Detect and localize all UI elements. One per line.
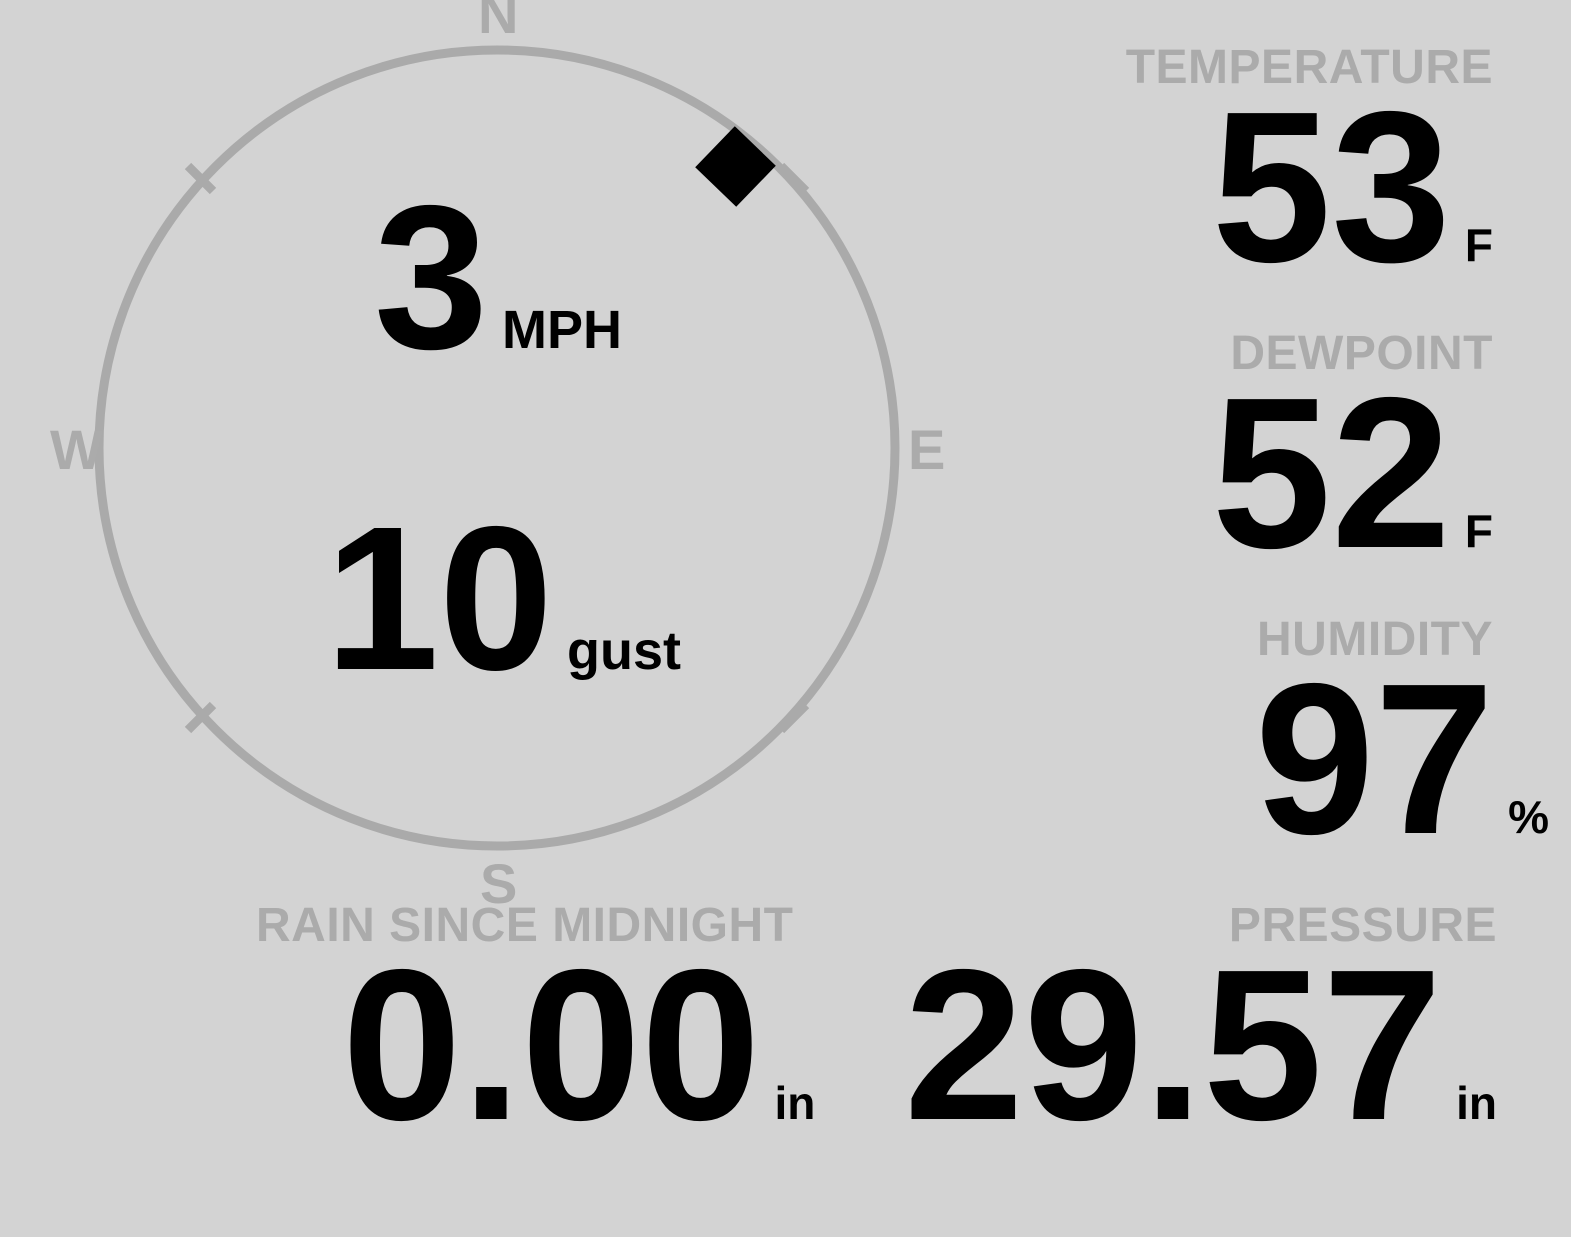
compass-tick-ne: [777, 162, 810, 195]
compass-graphic: [94, 45, 900, 851]
metric-temperature: TEMPERATURE 53 F: [1125, 41, 1493, 307]
metric-humidity-label: HUMIDITY: [1257, 613, 1493, 666]
wind-direction-diamond-icon: [695, 126, 776, 207]
metric-humidity-unit: %: [1508, 791, 1549, 843]
metric-rain-unit: in: [774, 1077, 816, 1129]
wind-gust-value: 10: [325, 484, 554, 713]
metric-humidity-value: 97: [1254, 638, 1495, 879]
wind-gust-unit: gust: [567, 621, 682, 681]
compass-ring: [94, 45, 900, 851]
metric-dewpoint-unit: F: [1464, 505, 1493, 557]
metric-pressure-readout: 29.57 in: [904, 924, 1497, 1165]
metric-dewpoint-value: 52: [1211, 352, 1451, 593]
wind-speed-unit: MPH: [502, 300, 623, 360]
metric-humidity-readout: 97 %: [1254, 638, 1549, 879]
metric-pressure-value: 29.57: [904, 924, 1443, 1165]
compass-tick-sw: [184, 701, 217, 734]
wind-speed-readout: 3 MPH: [374, 163, 623, 392]
compass-label-east: E: [908, 418, 946, 481]
metric-pressure: PRESSURE 29.57 in: [904, 899, 1497, 1165]
compass-label-south: S: [480, 852, 518, 915]
wind-gust-readout: 10 gust: [325, 484, 682, 713]
metric-rain-value: 0.00: [342, 924, 761, 1165]
metric-rain-readout: 0.00 in: [256, 924, 816, 1165]
metric-dewpoint: DEWPOINT 52 F: [1211, 327, 1493, 593]
compass-tick-nw: [184, 162, 217, 195]
wind-compass-dial: N E S W 3 MPH 10 gust: [0, 0, 1000, 920]
metric-dewpoint-readout: 52 F: [1211, 352, 1493, 593]
compass-label-north: N: [478, 0, 519, 45]
metric-temperature-label: TEMPERATURE: [1125, 41, 1493, 94]
metric-pressure-label: PRESSURE: [1228, 899, 1497, 952]
metric-pressure-unit: in: [1456, 1077, 1497, 1129]
metric-temperature-unit: F: [1464, 219, 1493, 271]
metric-rain: RAIN SINCE MIDNIGHT 0.00 in: [256, 899, 816, 1165]
metric-temperature-readout: 53 F: [1126, 66, 1493, 307]
compass-label-west: W: [50, 418, 103, 481]
metric-dewpoint-label: DEWPOINT: [1230, 327, 1493, 380]
compass-tick-se: [777, 701, 810, 734]
metric-humidity: HUMIDITY 97 %: [1254, 613, 1549, 879]
metric-rain-label: RAIN SINCE MIDNIGHT: [256, 899, 794, 952]
wind-speed-value: 3: [374, 163, 489, 392]
metric-temperature-value: 53: [1211, 66, 1451, 307]
